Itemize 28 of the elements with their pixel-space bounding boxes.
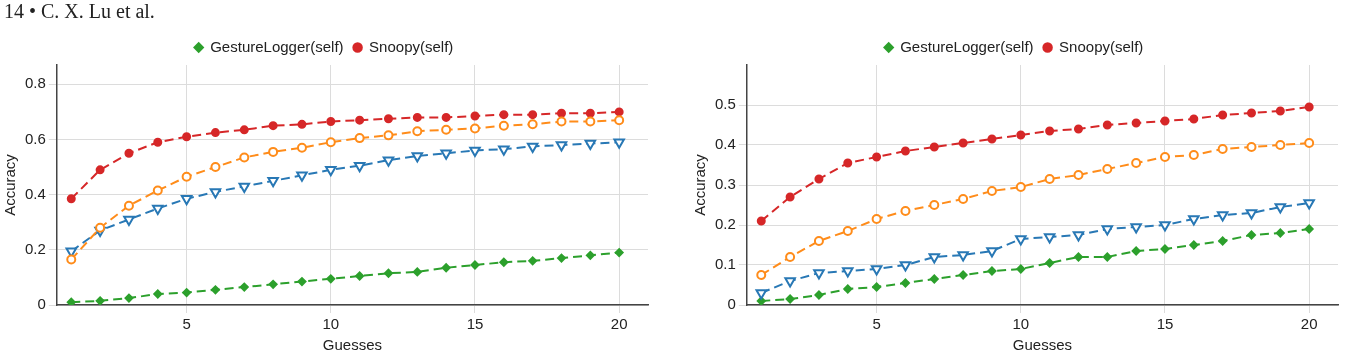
y-tick-label: 0.1 [714,255,736,273]
x-tick-label: 20 [1300,315,1318,333]
x-axis-title: Guesses [322,336,383,354]
x-tick-label: 10 [1012,315,1030,333]
legend-label: GestureLogger(self) [900,37,1034,55]
x-tick-label: 5 [872,315,881,333]
x-axis-title: Guesses [1012,336,1073,354]
y-axis-title: Accuracy [1,153,19,216]
y-tick-label: 0.4 [24,184,46,202]
y-tick-label: 0.2 [24,239,46,257]
legend-label: GestureLogger(self) [210,37,344,55]
text: 14 • C. X. Lu et al. [4,0,155,23]
y-axis-title: Accuracy [691,153,709,216]
y-tick-label: 0.6 [24,129,46,147]
x-tick-label: 20 [610,315,628,333]
y-tick-label: 0.5 [714,95,736,113]
x-tick-label: 15 [1156,315,1174,333]
x-tick-label: 5 [182,315,191,333]
y-tick-label: 0 [37,295,46,313]
y-tick-label: 0.2 [714,215,736,233]
x-tick-label: 15 [466,315,484,333]
y-tick-label: 0.3 [714,175,736,193]
legend-label: Snoopy(self) [1059,37,1144,55]
y-tick-label: 0 [727,295,736,313]
x-tick-label: 10 [322,315,340,333]
legend-label: Snoopy(self) [369,37,454,55]
y-tick-label: 0.8 [24,74,46,92]
y-tick-label: 0.4 [714,135,736,153]
